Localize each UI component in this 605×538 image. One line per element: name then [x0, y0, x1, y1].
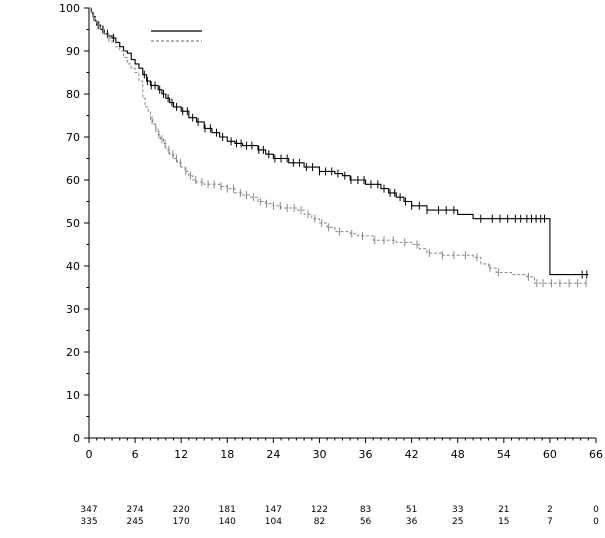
- risk-count: 21: [498, 505, 509, 515]
- x-tick-label: 6: [132, 448, 139, 461]
- y-tick-label: 90: [66, 45, 80, 58]
- y-tick-label: 10: [66, 389, 80, 402]
- risk-count: 83: [360, 505, 371, 515]
- y-tick-label: 40: [66, 260, 80, 273]
- risk-count: 36: [406, 517, 418, 527]
- series-dashed: [89, 7, 589, 288]
- risk-count: 140: [219, 517, 236, 527]
- x-tick-label: 12: [174, 448, 188, 461]
- risk-count: 335: [80, 517, 97, 527]
- y-tick-label: 20: [66, 346, 80, 359]
- risk-count: 82: [314, 517, 325, 527]
- x-tick-label: 60: [543, 448, 557, 461]
- y-tick-label: 100: [59, 2, 80, 15]
- risk-table: 347 274 220 181 147 122 83 51 33 21 2 0 335 245 170 140…: [80, 505, 599, 527]
- risk-count: 15: [498, 517, 509, 527]
- survival-curve-solid: [89, 7, 589, 276]
- risk-count: 220: [173, 505, 190, 515]
- x-tick-label: 66: [589, 448, 603, 461]
- risk-count: 7: [547, 517, 553, 527]
- y-tick-label: 70: [66, 131, 80, 144]
- risk-count: 347: [80, 505, 97, 515]
- risk-count: 147: [265, 505, 282, 515]
- y-tick-label: 80: [66, 88, 80, 101]
- x-tick-label: 0: [86, 448, 93, 461]
- risk-count: 2: [547, 505, 553, 515]
- x-tick-label: 36: [359, 448, 373, 461]
- risk-count: 170: [173, 517, 190, 527]
- risk-count: 0: [593, 505, 599, 515]
- survival-curve-dashed: [89, 7, 589, 284]
- x-tick-label: 18: [220, 448, 234, 461]
- y-tick-label: 50: [66, 217, 80, 230]
- risk-count: 33: [452, 505, 463, 515]
- risk-count: 56: [360, 517, 372, 527]
- series-solid: [89, 7, 589, 279]
- axes: 0 6 12 18 24 30 36 42 48 54 60 66 0 10 20 30 40 50 60 70 80 9…: [59, 2, 603, 461]
- x-tick-label: 48: [451, 448, 465, 461]
- x-tick-label: 54: [497, 448, 511, 461]
- y-tick-label: 60: [66, 174, 80, 187]
- risk-count: 181: [219, 505, 236, 515]
- x-tick-label: 24: [266, 448, 280, 461]
- y-tick-label: 30: [66, 303, 80, 316]
- x-tick-label: 30: [312, 448, 326, 461]
- risk-count: 104: [265, 517, 282, 527]
- x-tick-label: 42: [405, 448, 419, 461]
- legend: [151, 30, 202, 42]
- y-tick-label: 0: [73, 432, 80, 445]
- risk-count: 25: [452, 517, 463, 527]
- series-layer: [89, 7, 589, 288]
- risk-count: 0: [593, 517, 599, 527]
- risk-count: 245: [126, 517, 143, 527]
- risk-count: 51: [406, 505, 417, 515]
- risk-count: 274: [126, 505, 143, 515]
- risk-count: 122: [311, 505, 328, 515]
